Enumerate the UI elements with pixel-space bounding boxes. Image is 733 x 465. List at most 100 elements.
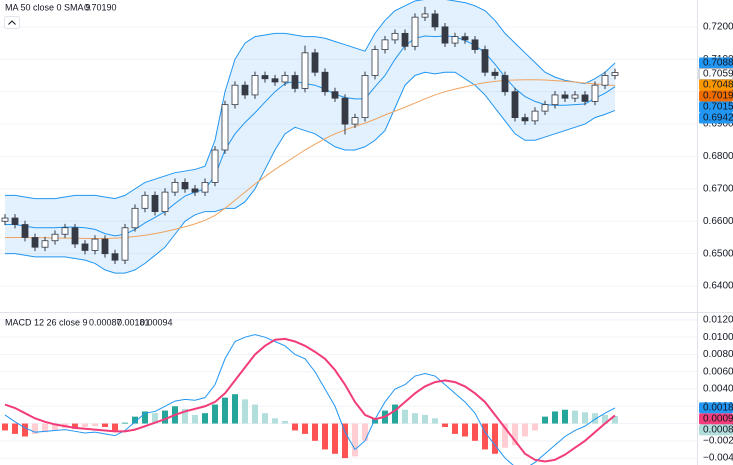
histogram-bar — [282, 420, 288, 424]
histogram-bar — [352, 423, 358, 457]
histogram-bar — [422, 414, 428, 424]
macd-value-label-bg — [699, 413, 733, 425]
candle-body — [41, 240, 49, 248]
macd-line — [4, 334, 616, 465]
candle-body — [531, 110, 539, 122]
collapse-icon — [8, 20, 16, 25]
macd-title: MACD 12 26 close 9 — [5, 317, 88, 327]
indicator-value: 0.70190 — [84, 2, 117, 12]
histogram-bar — [552, 411, 558, 424]
histogram-bar — [292, 423, 298, 431]
price-label: 0.69421 — [703, 113, 733, 124]
candle-body — [471, 39, 479, 50]
histogram-bar — [112, 423, 118, 431]
candle-body — [241, 84, 249, 96]
histogram-bar — [412, 413, 418, 424]
macd-value-label: 0.00181 — [703, 403, 733, 414]
histogram-bar — [102, 423, 108, 427]
histogram-bar — [542, 416, 548, 424]
candle-body — [181, 182, 189, 190]
histogram-bar — [612, 416, 618, 424]
histogram-bar — [72, 423, 78, 429]
candle-body — [561, 94, 569, 99]
candle-body — [251, 75, 259, 96]
candle-body — [461, 36, 469, 41]
candle-body — [521, 117, 529, 122]
histogram-bar — [242, 399, 248, 424]
candle-body — [571, 94, 579, 99]
candle-body — [71, 227, 79, 245]
candle-body — [491, 71, 499, 76]
y-tick-label: 0.00400 — [703, 384, 733, 395]
candle-body — [111, 253, 119, 261]
candle-body — [341, 97, 349, 125]
overlay-line — [5, 71, 616, 274]
candle-body — [101, 238, 109, 255]
candle-body — [581, 94, 589, 102]
histogram-bar — [302, 423, 308, 434]
histogram-bar — [312, 423, 318, 441]
histogram-bar — [432, 418, 438, 424]
macd-line — [4, 337, 616, 463]
histogram-bar — [122, 422, 128, 424]
histogram-bar — [572, 410, 578, 424]
price-label-bg — [699, 112, 733, 124]
histogram-bar — [582, 412, 588, 424]
histogram-bar — [522, 423, 528, 437]
histogram-bar — [232, 394, 238, 424]
macd-value: 0.00181 — [117, 317, 150, 327]
histogram-bar — [2, 423, 8, 431]
histogram-bar — [42, 423, 48, 433]
candle-body — [291, 75, 299, 89]
price-label: 0.70190 — [703, 91, 733, 102]
histogram-bar — [202, 413, 208, 424]
candle-body — [231, 84, 239, 106]
candle-body — [401, 32, 409, 47]
price-label: 0.70593 — [703, 69, 733, 80]
histogram-bar — [342, 423, 348, 459]
candle-body — [11, 217, 19, 225]
candle-body — [81, 243, 89, 251]
signal-value: 0.00094 — [140, 317, 173, 327]
candle-body — [611, 72, 619, 76]
candle-body — [21, 224, 29, 238]
candle-body — [551, 94, 559, 106]
price-label: 0.70154 — [703, 102, 733, 113]
histogram-bar — [162, 410, 168, 424]
histogram-bar — [452, 423, 458, 434]
candle-body — [31, 237, 39, 248]
candle-body — [321, 71, 329, 93]
candle-body — [191, 188, 199, 193]
histogram-bar — [192, 414, 198, 424]
macd-value-label: 0.00094 — [703, 414, 733, 425]
y-tick-label: −0.00400 — [703, 453, 733, 464]
histogram-bar — [592, 413, 598, 424]
histogram-bar — [482, 423, 488, 450]
candle-body — [141, 194, 149, 209]
histogram-bar — [362, 423, 368, 441]
histogram-bar — [462, 423, 468, 437]
histogram-bar — [252, 404, 258, 424]
price-label-bg — [699, 90, 733, 102]
price-label-bg — [699, 101, 733, 113]
histogram-bar — [32, 423, 38, 434]
price-label-bg — [699, 57, 733, 69]
candle-body — [301, 52, 309, 89]
indicator-label: MA 50 close 0 SMA 9 — [5, 2, 91, 12]
histogram-bar — [212, 404, 218, 424]
overlay-line — [5, 0, 616, 200]
candle-body — [391, 32, 399, 41]
histogram-bar — [12, 423, 18, 434]
macd-axis: 0.012000.010000.008000.006000.004000.002… — [699, 315, 733, 464]
macd-legend: MACD 12 26 close 9 0.00087 0.00181 0.000… — [5, 317, 173, 327]
collapse-button[interactable] — [4, 16, 20, 29]
